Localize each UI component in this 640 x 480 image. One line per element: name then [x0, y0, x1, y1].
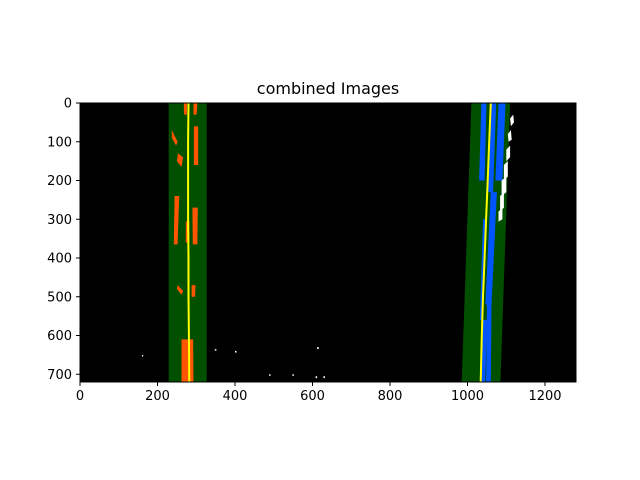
x-axis: 0 200 400 600 800 1000 1200: [76, 382, 562, 404]
noise-pixel: [315, 376, 318, 379]
y-tick-label: 600: [47, 329, 72, 344]
y-tick-label: 400: [47, 252, 72, 267]
y-tick-label: 300: [47, 213, 72, 228]
left-lane-pixels: [193, 126, 199, 165]
noise-pixel: [214, 349, 217, 351]
x-tick-label: 200: [145, 389, 170, 404]
left-lane-pixels: [176, 153, 184, 167]
x-tick-label: 800: [378, 389, 403, 404]
noise-pixel: [235, 351, 237, 353]
noise-pixel: [292, 374, 294, 376]
right-lane-pixels: [495, 103, 506, 181]
noise-pixel: [506, 145, 511, 162]
left-lane-pixels: [173, 196, 180, 245]
noise-pixel: [500, 192, 504, 212]
x-tick-label: 1200: [528, 389, 561, 404]
right-lane-pixels: [486, 304, 492, 382]
plot-area: [80, 103, 576, 382]
right-fit-line: [479, 103, 492, 382]
axes-frame: [79, 102, 577, 383]
left-lane-pixels: [176, 285, 184, 295]
noise-pixel: [317, 347, 319, 350]
noise-pixel: [269, 374, 271, 376]
y-tick-label: 200: [47, 174, 72, 189]
left-lane-pixels: [191, 285, 196, 297]
noise-pixel: [323, 376, 325, 379]
noise-pixel: [507, 130, 512, 142]
right-lane-pixels: [479, 103, 487, 181]
left-lane-pixels: [171, 130, 178, 146]
y-tick-label: 700: [47, 368, 72, 383]
y-tick-label: 0: [64, 97, 72, 112]
chart-title: combined Images: [257, 79, 399, 98]
left-lane-pixels: [183, 103, 187, 115]
y-tick-label: 500: [47, 290, 72, 305]
x-tick-label: 400: [223, 389, 248, 404]
noise-pixel: [501, 176, 507, 196]
noise-pixel: [142, 354, 144, 357]
noise-pixel: [503, 161, 508, 181]
left-fit-line: [187, 103, 191, 382]
x-tick-label: 0: [76, 389, 84, 404]
noise-pixel: [510, 114, 514, 127]
x-tick-label: 600: [300, 389, 325, 404]
noise-pixel: [498, 208, 503, 222]
left-lane-pixels: [192, 207, 198, 245]
left-lane-pixels: [181, 339, 194, 382]
y-axis: 0 100 200 300 400 500 600 700: [47, 97, 80, 383]
y-tick-label: 100: [47, 135, 72, 150]
right-lane-pixels: [485, 192, 497, 305]
left-lane-pixels: [193, 103, 198, 115]
x-tick-label: 1000: [451, 389, 484, 404]
